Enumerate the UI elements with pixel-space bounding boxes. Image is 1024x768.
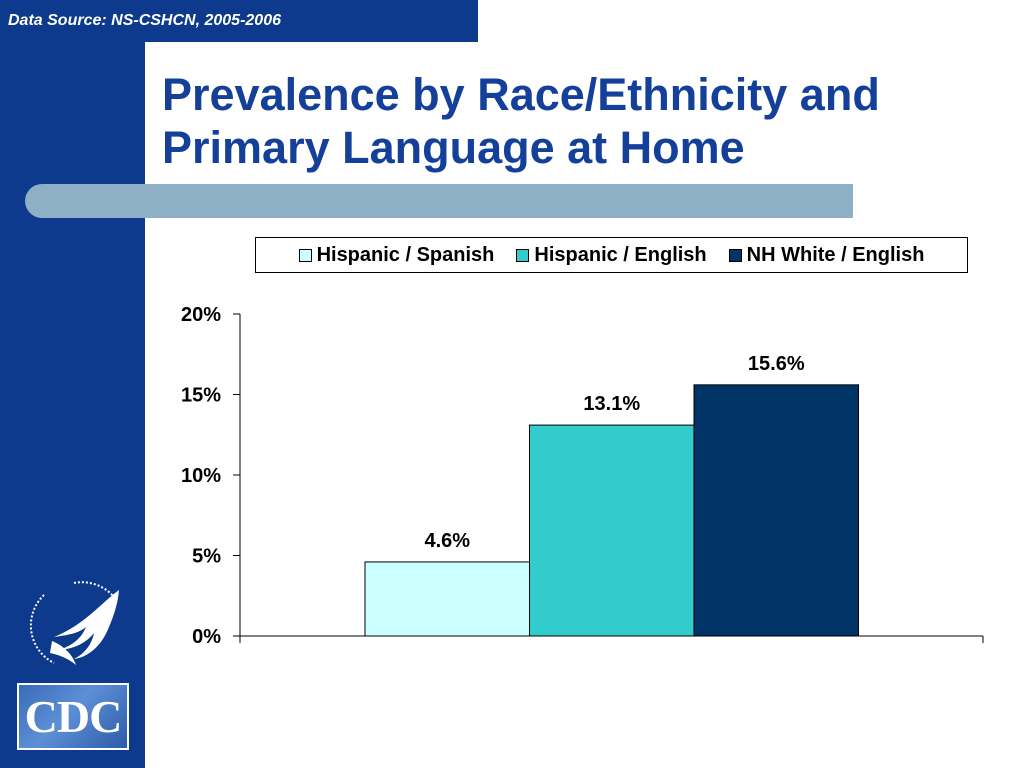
page-title: Prevalence by Race/Ethnicity and Primary… <box>162 68 1012 174</box>
legend-item-hispanic-english: Hispanic / English <box>516 243 707 267</box>
y-tick-label: 0% <box>192 626 221 648</box>
y-tick-label: 15% <box>181 385 221 407</box>
chart-legend: Hispanic / Spanish Hispanic / English NH… <box>255 237 968 273</box>
bar-data-label: 13.1% <box>583 393 640 415</box>
hhs-eagle-logo-icon <box>29 581 119 665</box>
sidebar-band <box>0 0 145 768</box>
source-banner: Data Source: NS-CSHCN, 2005-2006 <box>0 0 478 42</box>
title-line-2: Primary Language at Home <box>162 122 745 173</box>
legend-label: NH White / English <box>746 243 925 266</box>
cdc-logo: CDC <box>17 683 129 750</box>
bar <box>364 561 530 637</box>
legend-swatch <box>728 248 742 262</box>
bar-data-label: 15.6% <box>748 353 805 375</box>
bar-data-label: 4.6% <box>424 530 470 552</box>
legend-swatch <box>298 248 312 262</box>
bar <box>693 384 859 637</box>
title-line-1: Prevalence by Race/Ethnicity and <box>162 69 880 120</box>
title-underline-bar <box>25 184 853 218</box>
legend-label: Hispanic / Spanish <box>316 243 495 266</box>
bar-chart: 0% 5% 10% 15% 20% 4.6% 13.1% 15.6% <box>181 304 984 648</box>
y-tick-label: 5% <box>192 546 221 568</box>
bar <box>529 424 695 637</box>
y-tick-label: 20% <box>181 304 221 326</box>
y-tick-label: 10% <box>181 465 221 487</box>
legend-label: Hispanic / English <box>534 243 707 266</box>
legend-swatch <box>516 248 530 262</box>
legend-item-hispanic-spanish: Hispanic / Spanish <box>298 243 495 267</box>
cdc-logo-text: CDC <box>24 691 123 742</box>
legend-item-nh-white-english: NH White / English <box>728 243 925 267</box>
data-source-text: Data Source: NS-CSHCN, 2005-2006 <box>8 12 281 29</box>
